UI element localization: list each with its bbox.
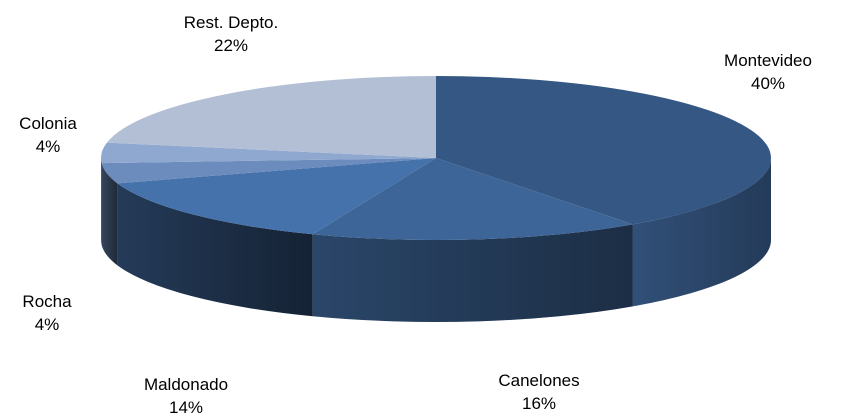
slice-rest-depto <box>106 76 436 158</box>
slice-maldonado <box>117 158 437 235</box>
label-montevideo-name: Montevideo <box>724 51 812 70</box>
pie-slices <box>101 76 771 322</box>
slice-side-colonia <box>101 158 102 246</box>
label-rocha-pct: 4% <box>35 315 60 334</box>
slice-label-rest-depto: Rest. Depto. 22% <box>184 13 279 55</box>
slice-colonia <box>101 142 436 164</box>
slice-canelones <box>312 158 633 240</box>
slice-label-montevideo: Montevideo 40% <box>724 51 812 93</box>
slice-label-rocha: Rocha 4% <box>22 292 72 334</box>
slice-label-colonia: Colonia 4% <box>19 114 77 156</box>
slice-label-canelones: Canelones 16% <box>498 371 579 413</box>
label-rocha-name: Rocha <box>22 292 72 311</box>
label-montevideo-pct: 40% <box>751 74 785 93</box>
label-maldonado-pct: 14% <box>169 398 203 416</box>
slice-side-canelones <box>312 224 633 322</box>
label-maldonado-name: Maldonado <box>144 375 228 394</box>
slice-side-montevideo <box>632 158 771 307</box>
label-rest-depto-name: Rest. Depto. <box>184 13 279 32</box>
slice-montevideo <box>436 76 771 225</box>
slice-label-maldonado: Maldonado 14% <box>144 375 228 416</box>
label-rest-depto-pct: 22% <box>214 36 248 55</box>
slice-side-maldonado <box>117 183 313 317</box>
label-canelones-pct: 16% <box>522 394 556 413</box>
slice-rocha <box>101 158 437 184</box>
label-colonia-pct: 4% <box>36 137 61 156</box>
label-colonia-name: Colonia <box>19 114 77 133</box>
label-canelones-name: Canelones <box>498 371 579 390</box>
slice-side-rocha <box>101 163 118 266</box>
